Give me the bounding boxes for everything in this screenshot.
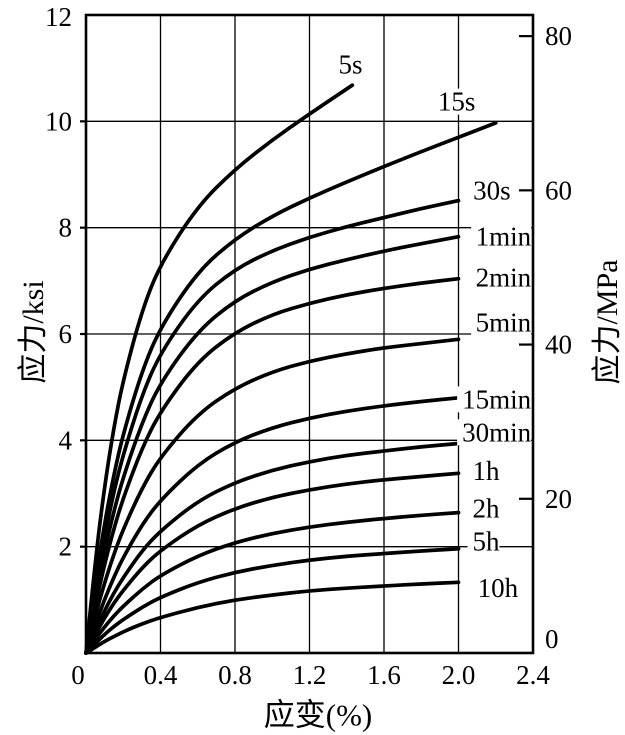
curve-5h xyxy=(84,546,461,655)
curve-1min xyxy=(84,234,461,655)
curve-label-bg-5h xyxy=(467,528,500,555)
curve-15s xyxy=(84,121,498,655)
curve-label-2h: 2h xyxy=(472,493,500,523)
x-tick-label: 1.6 xyxy=(367,660,401,690)
x-tick-label: 1.2 xyxy=(293,660,327,690)
curve-label-bg-30s xyxy=(464,177,511,204)
y-right-tick-label: 60 xyxy=(545,175,572,205)
y-axis-title-left: 应力/ksi xyxy=(17,280,50,384)
curve-label-5s: 5s xyxy=(338,49,362,79)
curve-label-bg-5s xyxy=(334,51,367,78)
curve-label-30min: 30min xyxy=(462,417,532,447)
tick-labels: 0 0.4 0.8 1.2 1.6 2.0 2.4 2 4 6 8 10 12 0 20 40 60 80 xyxy=(45,2,572,690)
curve-label-bg-2h xyxy=(467,495,500,522)
x-tick-label: 2.4 xyxy=(516,660,550,690)
origin-label: 0 xyxy=(71,660,85,690)
curve-label-30s: 30s xyxy=(473,175,511,205)
curve-15min xyxy=(84,395,461,655)
y-left-tick-label: 12 xyxy=(45,2,72,32)
y-right-tick-label: 0 xyxy=(545,624,559,654)
curve-5min xyxy=(84,337,461,655)
x-tick-label: 0.8 xyxy=(218,660,252,690)
curve-label-15min: 15min xyxy=(462,384,532,414)
x-tick-label: 2.0 xyxy=(442,660,476,690)
curve-30min xyxy=(84,441,461,655)
curve-2h xyxy=(84,510,461,655)
curve-label-bg-1h xyxy=(467,458,500,485)
y-left-tick-label: 10 xyxy=(45,106,72,136)
curve-label-10h: 10h xyxy=(478,573,519,603)
curve-label-2min: 2min xyxy=(476,263,532,293)
curve-label-bg-15min xyxy=(457,386,532,413)
y-right-tick-label: 20 xyxy=(545,484,572,514)
y-left-tick-label: 2 xyxy=(59,532,73,562)
grid xyxy=(86,15,533,653)
curves xyxy=(84,83,498,655)
curve-label-1min: 1min xyxy=(476,222,532,252)
y-axis-title-right: 应力/MPa xyxy=(591,259,624,385)
curve-label-1h: 1h xyxy=(472,456,500,486)
x-axis-title: 应变(%) xyxy=(263,697,373,733)
axis-ticks xyxy=(80,35,533,548)
curve-label-5h: 5h xyxy=(472,526,500,556)
y-left-tick-label: 6 xyxy=(59,319,73,349)
curve-label-bg-2min xyxy=(471,264,532,291)
y-right-tick-label: 80 xyxy=(545,21,572,51)
curve-label-15s: 15s xyxy=(438,87,476,117)
curve-label-5min: 5min xyxy=(476,307,532,337)
curve-label-bg-1min xyxy=(471,223,532,250)
curve-label-bg-5min xyxy=(471,309,532,336)
y-left-tick-label: 8 xyxy=(59,213,73,243)
y-right-tick-label: 40 xyxy=(545,330,572,360)
curve-label-bg-15s xyxy=(433,88,480,115)
curve-30s xyxy=(84,198,461,655)
x-tick-label: 0.4 xyxy=(144,660,178,690)
curve-2min xyxy=(84,276,461,655)
curve-label-bg-10h xyxy=(472,575,519,602)
y-left-tick-label: 4 xyxy=(59,425,73,455)
curve-5s xyxy=(84,83,355,655)
curve-1h xyxy=(84,471,461,655)
curve-label-bg-30min xyxy=(457,419,532,446)
curve-10h xyxy=(84,580,461,655)
